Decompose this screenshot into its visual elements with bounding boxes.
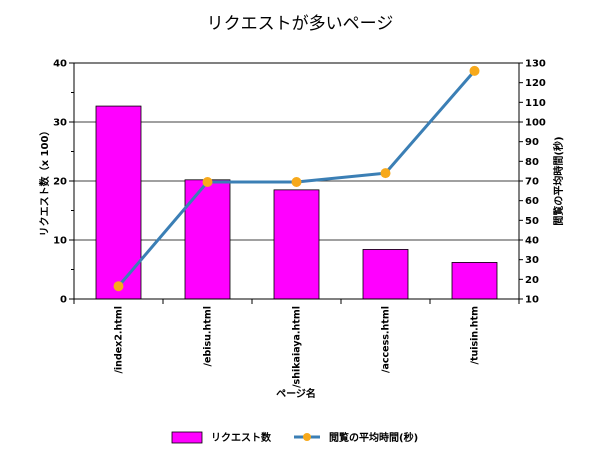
y-left-tick-label: 20 — [53, 177, 67, 188]
x-tick-label: /index2.html — [114, 306, 125, 374]
legend-line-label: 閲覧の平均時間(秒) — [329, 431, 418, 444]
line-point — [380, 168, 391, 179]
legend: リクエスト数 閲覧の平均時間(秒) — [171, 431, 418, 444]
y-right-tick-label: 110 — [525, 98, 546, 109]
legend-line-marker — [303, 433, 311, 441]
axis-layer: 0 10 20 30 40 10 20 30 40 50 60 70 80 90 100 110 120 130 /… — [53, 59, 546, 388]
y-right-tick-label: 50 — [525, 216, 539, 227]
line-point — [202, 176, 213, 187]
x-tick-label: /shikaiaya.html — [292, 306, 303, 388]
line-layer — [113, 65, 480, 292]
x-tick-label: /tuisin.htm — [470, 306, 481, 365]
y-right-tick-label: 10 — [525, 295, 539, 306]
bar — [362, 249, 409, 300]
bar-layer — [95, 105, 498, 300]
y-axis-right-label: 閲覧の平均時間(秒) — [552, 136, 565, 225]
y-right-tick-label: 120 — [525, 78, 546, 89]
y-right-tick-label: 130 — [525, 59, 546, 70]
y-left-tick-label: 0 — [60, 295, 67, 306]
y-right-tick-label: 20 — [525, 275, 539, 286]
bar — [451, 262, 498, 300]
y-left-tick-label: 30 — [53, 118, 67, 129]
x-tick-label: /ebisu.html — [203, 306, 214, 366]
x-axis-label: ページ名 — [276, 387, 316, 400]
y-right-tick-label: 90 — [525, 137, 539, 148]
x-tick-label: /access.html — [381, 306, 392, 373]
legend-bar-swatch — [171, 431, 203, 444]
y-right-tick-label: 80 — [525, 157, 539, 168]
y-right-tick-label: 70 — [525, 177, 539, 188]
bar — [273, 189, 320, 300]
chart-title: リクエストが多いページ — [207, 14, 394, 34]
line-point — [113, 281, 124, 292]
legend-bar-label: リクエスト数 — [211, 431, 272, 444]
line-point — [469, 65, 480, 76]
y-right-tick-label: 60 — [525, 196, 539, 207]
y-left-tick-label: 40 — [53, 59, 67, 70]
y-right-tick-label: 100 — [525, 118, 546, 129]
y-left-tick-label: 10 — [53, 236, 67, 247]
y-right-tick-label: 30 — [525, 255, 539, 266]
y-right-tick-label: 40 — [525, 236, 539, 247]
y-axis-left-label: リクエスト数（x 100） — [38, 126, 51, 237]
bar — [184, 179, 231, 300]
line-point — [291, 176, 302, 187]
